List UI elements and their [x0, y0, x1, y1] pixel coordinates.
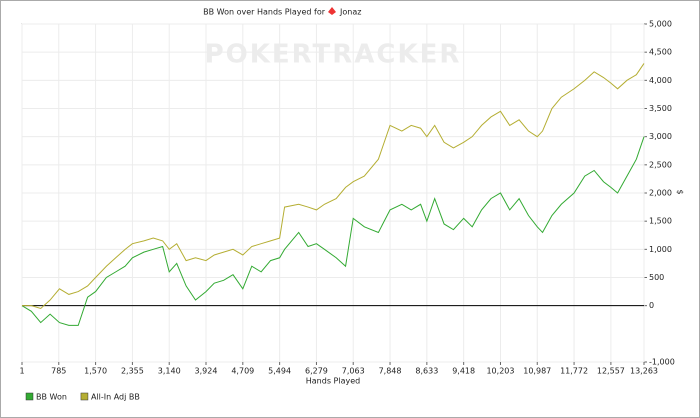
- x-tick-label: 11,772: [560, 367, 588, 376]
- y-tick-label: 2,500: [649, 160, 672, 169]
- y-axis-label: $: [676, 189, 685, 194]
- x-tick-label: 7,848: [379, 367, 402, 376]
- series-line: [21, 136, 645, 326]
- y-tick-label: 4,000: [649, 76, 672, 85]
- x-tick-label: 2,355: [121, 367, 144, 376]
- y-tick-label: 2,000: [649, 189, 672, 198]
- legend-label: BB Won: [36, 393, 67, 402]
- legend-swatch: [25, 392, 34, 401]
- x-axis-label: Hands Played: [306, 377, 360, 386]
- x-tick-label: 6,279: [305, 367, 328, 376]
- player-icon: [328, 7, 336, 15]
- legend-label: All-In Adj BB: [91, 393, 140, 402]
- x-tick-label: 3,924: [195, 367, 218, 376]
- x-tick-label: 10,203: [486, 367, 514, 376]
- player-name: Jonaz: [339, 8, 361, 17]
- watermark: POKERTRACKER: [205, 40, 462, 70]
- y-tick-label: 0: [649, 301, 654, 310]
- chart-title: BB Won over Hands Played for: [203, 8, 326, 17]
- x-tick-label: 13,263: [630, 367, 658, 376]
- legend-swatch: [80, 392, 89, 401]
- y-tick-label: -1,000: [649, 358, 675, 367]
- series-line: [22, 63, 645, 310]
- y-tick-label: 5,000: [649, 20, 672, 29]
- y-tick-label: 4,500: [649, 48, 672, 57]
- x-tick-label: 785: [51, 367, 66, 376]
- y-tick-label: 500: [649, 273, 664, 282]
- x-tick-label: 1,570: [84, 367, 107, 376]
- x-tick-label: 5,494: [268, 367, 291, 376]
- legend: BB Won All-In Adj BB: [25, 392, 140, 402]
- x-tick-label: 8,633: [415, 367, 438, 376]
- x-tick-label: 12,557: [597, 367, 625, 376]
- x-tick-label: 4,709: [231, 367, 254, 376]
- x-tick-label: 7,063: [342, 367, 365, 376]
- x-tick-label: 3,140: [158, 367, 181, 376]
- y-tick-label: 1,500: [649, 217, 672, 226]
- x-tick-label: 9,418: [452, 367, 475, 376]
- y-tick-label: 1,000: [649, 245, 672, 254]
- y-tick-label: 3,500: [649, 104, 672, 113]
- x-tick-label: 10,987: [523, 367, 551, 376]
- y-tick-label: 3,000: [649, 132, 672, 141]
- x-tick-label: 1: [19, 367, 24, 376]
